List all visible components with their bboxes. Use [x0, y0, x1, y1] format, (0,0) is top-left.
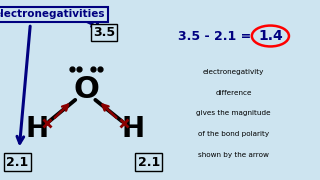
Text: 3.5: 3.5	[93, 26, 115, 39]
Text: H: H	[25, 115, 48, 143]
Text: 1.4: 1.4	[258, 29, 283, 43]
Text: 3.5 - 2.1 =: 3.5 - 2.1 =	[178, 30, 255, 42]
Text: H: H	[121, 115, 144, 143]
Text: of the bond polarity: of the bond polarity	[198, 131, 269, 137]
Text: 2.1: 2.1	[6, 156, 29, 168]
Text: electronegativities: electronegativities	[0, 9, 105, 19]
Text: difference: difference	[215, 90, 252, 96]
Text: 2.1: 2.1	[138, 156, 160, 168]
Text: shown by the arrow: shown by the arrow	[198, 152, 269, 158]
Text: electronegativity: electronegativity	[203, 69, 264, 75]
Text: O: O	[74, 75, 99, 105]
Text: gives the magnitude: gives the magnitude	[196, 110, 271, 116]
